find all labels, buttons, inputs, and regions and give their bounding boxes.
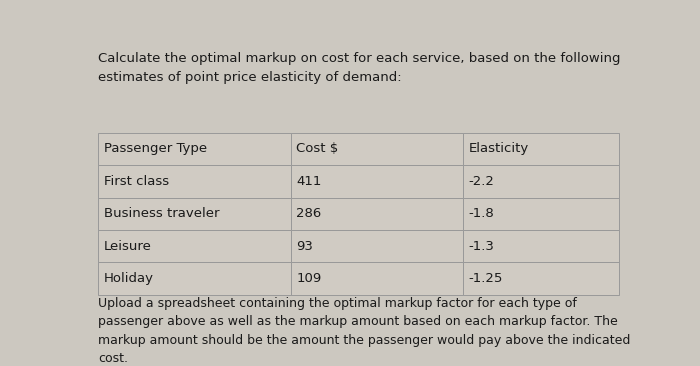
Bar xyxy=(291,133,463,165)
Text: Upload a spreadsheet containing the optimal markup factor for each type of
passe: Upload a spreadsheet containing the opti… xyxy=(98,297,631,366)
Text: 411: 411 xyxy=(297,175,322,188)
Bar xyxy=(463,133,619,165)
Bar xyxy=(463,262,619,295)
Text: Elasticity: Elasticity xyxy=(468,142,528,156)
Text: 109: 109 xyxy=(297,272,322,285)
Text: -1.25: -1.25 xyxy=(468,272,503,285)
Bar xyxy=(291,198,463,230)
Bar xyxy=(463,198,619,230)
Bar xyxy=(98,230,291,262)
Text: Cost $: Cost $ xyxy=(297,142,339,156)
Text: -2.2: -2.2 xyxy=(468,175,494,188)
Text: -1.8: -1.8 xyxy=(468,207,494,220)
Text: Passenger Type: Passenger Type xyxy=(104,142,207,156)
Bar xyxy=(98,262,291,295)
Text: Business traveler: Business traveler xyxy=(104,207,219,220)
Text: Calculate the optimal markup on cost for each service, based on the following
es: Calculate the optimal markup on cost for… xyxy=(98,52,621,84)
Text: -1.3: -1.3 xyxy=(468,240,494,253)
Text: Leisure: Leisure xyxy=(104,240,152,253)
Bar xyxy=(463,165,619,198)
Bar xyxy=(291,230,463,262)
Bar xyxy=(463,230,619,262)
Bar xyxy=(98,133,291,165)
Bar xyxy=(98,165,291,198)
Bar xyxy=(291,262,463,295)
Bar xyxy=(98,198,291,230)
Text: First class: First class xyxy=(104,175,169,188)
Text: Holiday: Holiday xyxy=(104,272,154,285)
Text: 286: 286 xyxy=(297,207,322,220)
Text: 93: 93 xyxy=(297,240,314,253)
Bar xyxy=(291,165,463,198)
